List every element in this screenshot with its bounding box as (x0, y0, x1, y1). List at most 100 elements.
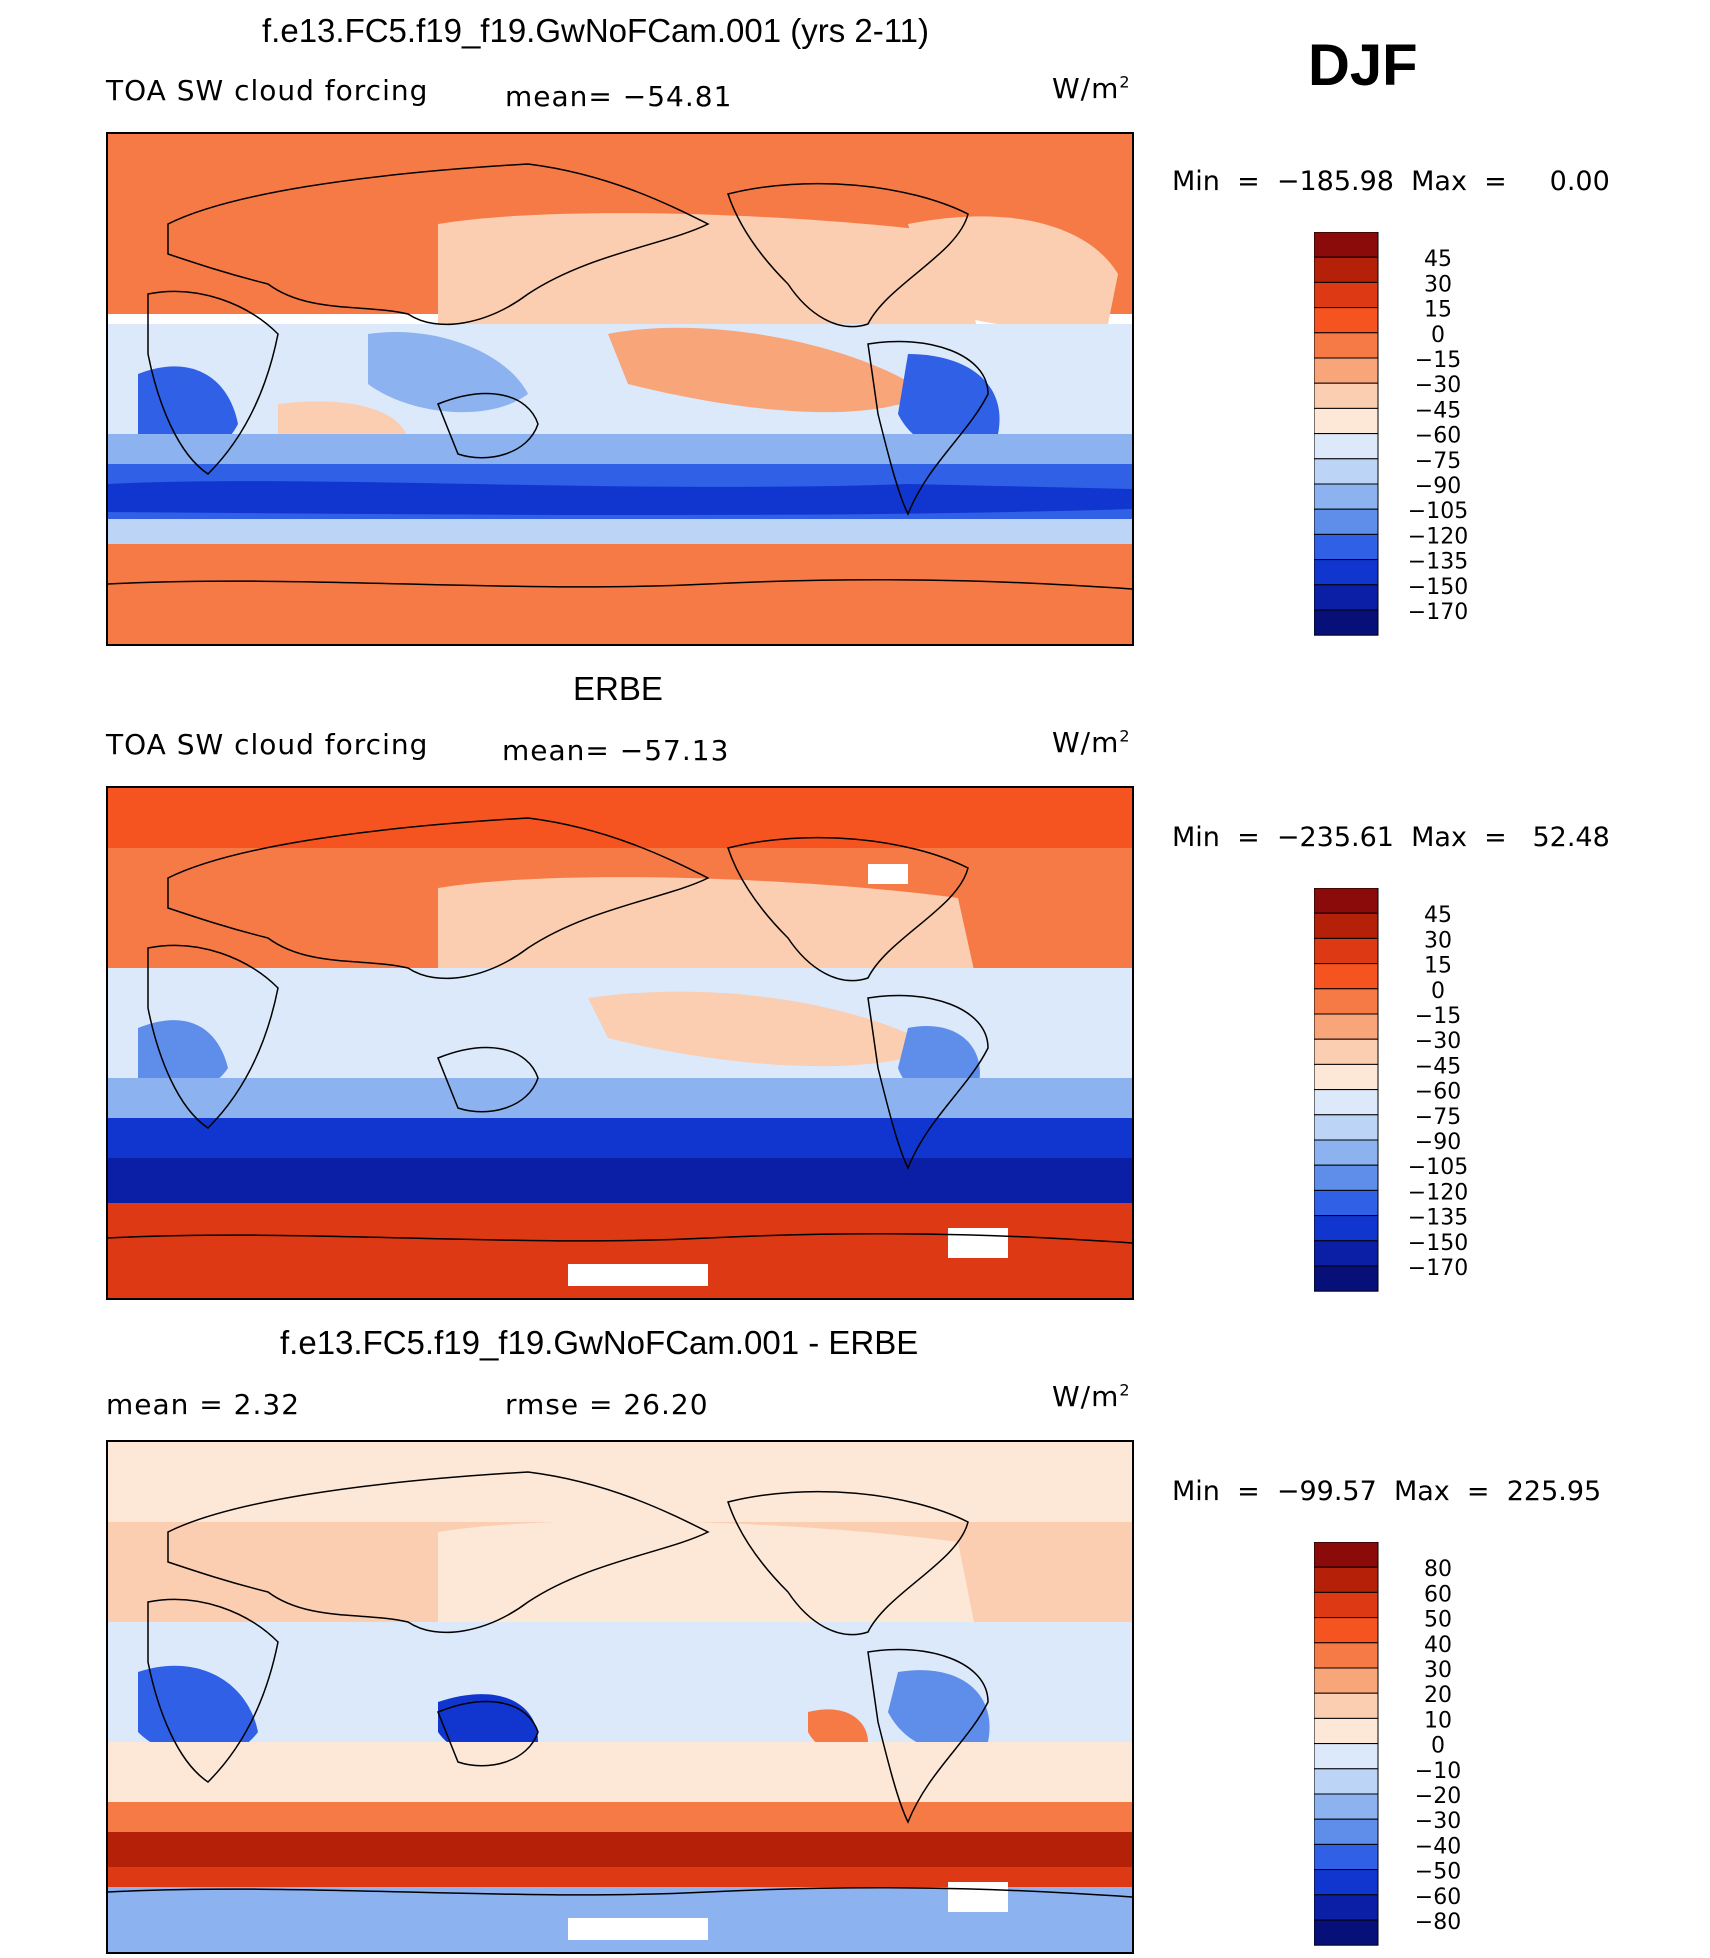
colorbar-tick-label: −15 (1415, 348, 1461, 373)
colorbar-tick-label: −30 (1415, 373, 1461, 398)
panel3-rmse-label: rmse = 26.20 (505, 1388, 709, 1421)
colorbar-swatch (1313, 1013, 1379, 1040)
colorbar-tick-label: 30 (1424, 1658, 1452, 1683)
band-so-core (108, 1158, 1132, 1203)
panel2-title: ERBE (573, 670, 663, 707)
panel2-colorbar-svg: 4530150−15−30−45−60−75−90−105−120−135−15… (1313, 887, 1468, 1292)
colorbar-tick-label: 10 (1424, 1708, 1452, 1733)
colorbar-tick-label: 80 (1424, 1557, 1452, 1582)
panel1-variable-label: TOA SW cloud forcing (106, 74, 429, 107)
colorbar-tick-label: −120 (1408, 1180, 1468, 1205)
panel2-mean-label: mean= −57.13 (502, 734, 730, 767)
panel3-units-label: W/m2 (1052, 1380, 1131, 1413)
panel2-map (106, 786, 1134, 1300)
colorbar-swatch (1313, 584, 1379, 611)
band-so-core (108, 1832, 1132, 1867)
missing-data-3 (868, 864, 908, 884)
coast-south-america (867, 340, 989, 516)
missing-data (568, 1918, 708, 1940)
panel3-map-svg (108, 1442, 1132, 1952)
panel1-units-label: W/m2 (1052, 72, 1131, 105)
colorbar-swatch (1313, 533, 1379, 561)
colorbar-swatch (1313, 1919, 1379, 1946)
band-arctic (108, 134, 1132, 214)
colorbar-tick-label: −135 (1408, 550, 1468, 575)
missing-data-2 (948, 1882, 1008, 1912)
panel3-field (108, 1442, 1132, 1952)
missing-data (568, 1264, 708, 1286)
coast-north-america (727, 836, 969, 982)
colorbar-tick-label: −60 (1415, 1885, 1461, 1910)
colorbar-tick-label: −90 (1415, 1130, 1461, 1155)
colorbar-swatch (1313, 458, 1379, 485)
colorbar-tick-label: 60 (1424, 1582, 1452, 1607)
coast-australia (437, 1046, 539, 1113)
colorbar-swatch (1313, 609, 1379, 636)
panel1-colorbar-svg: 4530150−15−30−45−60−75−90−105−120−135−15… (1313, 231, 1468, 636)
maritime-continent (368, 332, 528, 413)
africa-convection (138, 366, 238, 456)
colorbar-swatch (1313, 1869, 1379, 1896)
panel2-variable-label: TOA SW cloud forcing (106, 728, 429, 761)
colorbar-swatch (1313, 1566, 1379, 1593)
so-core (108, 481, 1132, 516)
pacific-north-light (438, 213, 978, 334)
africa-bias (138, 1665, 258, 1759)
panel2-minmax: Min = −235.61 Max = 52.48 (1172, 822, 1610, 853)
missing-data-2 (948, 1228, 1008, 1258)
panel3-mean-label: mean = 2.32 (106, 1388, 301, 1421)
colorbar-swatch (1313, 1240, 1379, 1267)
amazon-convection (898, 354, 1000, 452)
band-so-upper (108, 1078, 1132, 1118)
colorbar-tick-label: −105 (1408, 499, 1468, 524)
band-arctic (108, 1442, 1132, 1522)
coast-antarctica (108, 1886, 1132, 1898)
colorbar-tick-label: 30 (1424, 928, 1452, 953)
colorbar-tick-label: −135 (1408, 1206, 1468, 1231)
panel1-colorbar: 45 30 15 0 −15 −30 −45 −60 −75 −90 −105 −120 −135 −15… (1313, 231, 1494, 646)
colorbar-tick-label: 15 (1424, 298, 1452, 323)
coast-antarctica (108, 1232, 1132, 1244)
atlantic-north-light (908, 216, 1118, 328)
band-antarctic (108, 544, 1132, 644)
colorbar-swatch (1313, 559, 1379, 586)
panel1-map-svg (108, 134, 1132, 644)
colorbar-swatch (1313, 1617, 1379, 1644)
panel1-coastlines (108, 163, 1132, 590)
colorbar-swatch (1313, 887, 1379, 914)
colorbar-swatch (1313, 1793, 1379, 1820)
colorbar-swatch (1313, 1541, 1379, 1568)
colorbar-tick-label: −150 (1408, 1231, 1468, 1256)
australia-bias (438, 1694, 538, 1756)
colorbar-swatch (1313, 1139, 1379, 1166)
colorbar-tick-label: −60 (1415, 424, 1461, 449)
colorbar-swatch (1313, 433, 1379, 460)
colorbar-swatch (1313, 1038, 1379, 1065)
colorbar-tick-label: −40 (1415, 1834, 1461, 1859)
colorbar-tick-label: −170 (1408, 600, 1468, 625)
panel1-title: f.e13.FC5.f19_f19.GwNoFCam.001 (yrs 2-11… (262, 12, 929, 49)
coast-south-america (867, 1648, 989, 1824)
colorbar-swatch (1313, 307, 1379, 334)
colorbar-tick-label: −45 (1415, 1054, 1461, 1079)
band-so-upper (108, 434, 1132, 464)
colorbar-tick-label: −20 (1415, 1784, 1461, 1809)
colorbar-tick-label: −150 (1408, 575, 1468, 600)
colorbar-swatch (1313, 407, 1379, 435)
coast-eurasia (167, 817, 710, 980)
colorbar-swatch (1313, 963, 1379, 990)
season-label: DJF (1308, 33, 1418, 98)
panel1-map (106, 132, 1134, 646)
colorbar-swatch (1313, 1189, 1379, 1217)
panel1-field (108, 134, 1132, 644)
colorbar-swatch (1313, 1894, 1379, 1921)
colorbar-tick-label: 50 (1424, 1608, 1452, 1633)
colorbar-tick-label: 45 (1424, 247, 1452, 272)
pacific-north (438, 1521, 978, 1642)
colorbar-swatch (1313, 1591, 1379, 1619)
amazon-bias (888, 1670, 990, 1752)
panel2-coastlines (108, 817, 1132, 1244)
colorbar-swatch (1313, 231, 1379, 258)
colorbar-swatch (1313, 912, 1379, 939)
panel2-field (108, 788, 1132, 1298)
